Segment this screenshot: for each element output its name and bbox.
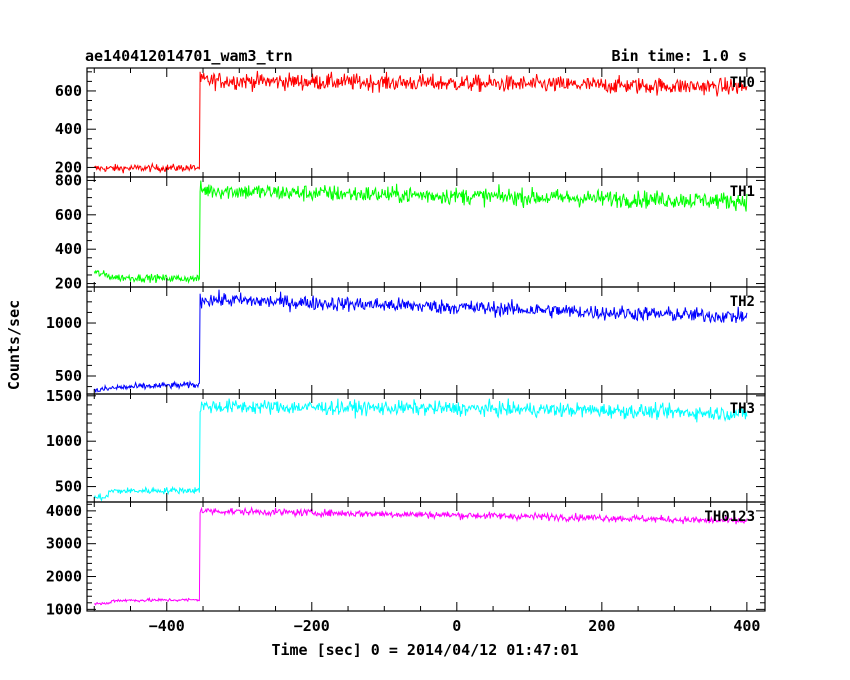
panel-label-th0: TH0 [730,75,755,91]
panel-th3: 500 1000 1500 TH3 [46,387,766,503]
panel-label-th3: TH3 [730,401,755,417]
y-tick-label: 800 [55,171,82,189]
y-tick-label: 1000 [46,600,82,618]
y-tick-label: 3000 [46,535,82,553]
bin-time-label: Bin time: 1.0 s [612,47,747,65]
x-tick-label: 400 [733,617,760,635]
panel-label-th0123: TH0123 [704,509,755,525]
panel-label-th1: TH1 [730,184,755,200]
y-tick-label: 1000 [46,432,82,450]
y-tick-label: 200 [55,158,82,176]
series-line-th0 [93,70,748,174]
y-tick-label: 400 [55,120,82,138]
y-tick-label: 600 [55,206,82,224]
y-tick-label: 2000 [46,568,82,586]
x-tick-label: 0 [452,617,461,635]
y-tick-label: 1500 [46,387,82,405]
y-tick-label: 500 [55,367,82,385]
series-line-th2 [94,289,748,393]
y-tick-label: 600 [55,82,82,100]
y-tick-label: 1000 [46,314,82,332]
panel-th2: 500 1000 TH2 [46,286,766,395]
panel-th0123: 1000 2000 3000 4000 TH0123 [46,501,766,618]
y-tick-label: 400 [55,240,82,258]
y-tick-label: 200 [55,275,82,293]
panel-label-th2: TH2 [730,294,755,310]
chart-title: ae140412014701_wam3_trn [85,47,293,65]
y-axis-label: Counts/sec [5,300,23,390]
x-tick-label: −400 [149,617,185,635]
panel-th1: 200 400 600 800 TH1 [55,171,766,293]
x-tick-labels: −400 −200 0 200 400 [149,617,761,635]
panel-th0: 200 400 600 TH0 [55,67,766,178]
series-line-th3 [93,398,748,502]
x-axis-label: Time [sec] 0 = 2014/04/12 01:47:01 [271,641,578,659]
series-line-th1 [93,180,748,284]
y-tick-label: 4000 [46,502,82,520]
y-tick-label: 500 [55,478,82,496]
x-tick-label: −200 [294,617,330,635]
series-line-th0123 [94,505,748,606]
x-tick-label: 200 [588,617,615,635]
